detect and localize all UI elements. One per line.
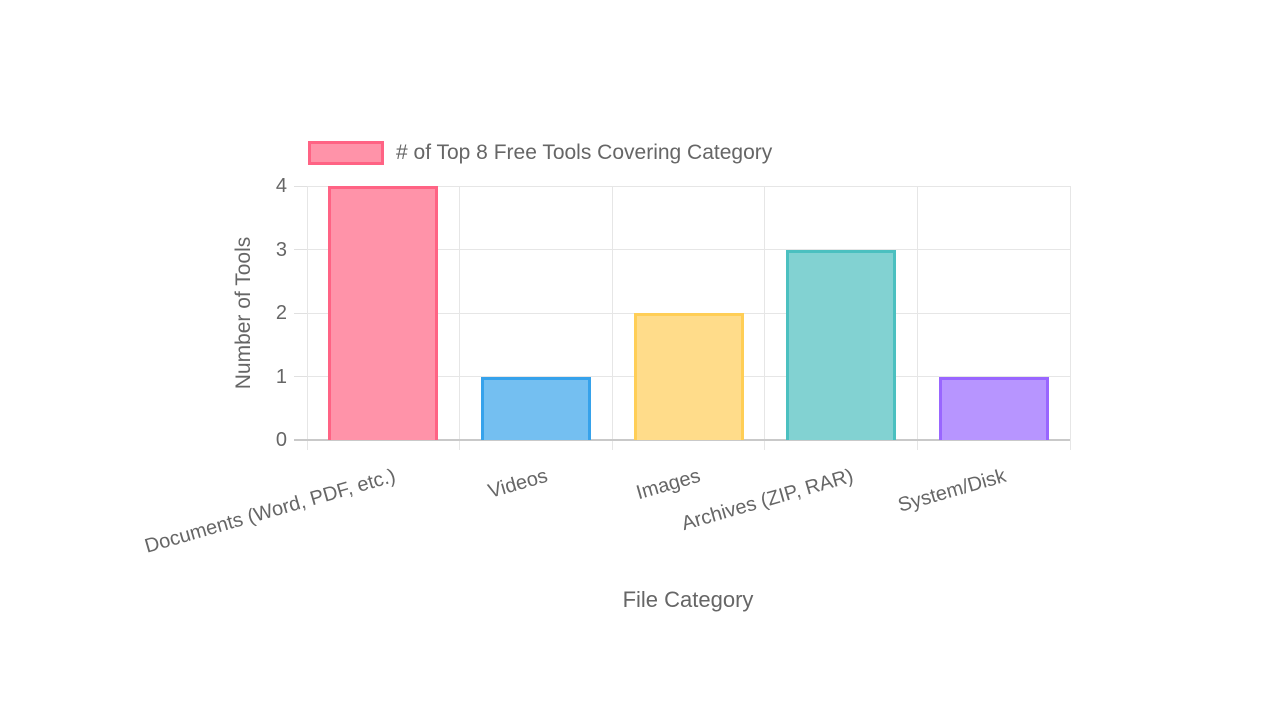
x-axis-title: File Category: [622, 587, 754, 612]
v-gridline: [611, 186, 613, 450]
bar-4[interactable]: [786, 249, 897, 440]
y-tick-label: 4: [275, 175, 287, 197]
bar-1[interactable]: [328, 186, 439, 440]
x-tick-label: Archives (ZIP, RAR): [678, 464, 856, 536]
v-gridline: [459, 186, 461, 450]
y-tick-label: 2: [275, 302, 287, 324]
chart-legend-item[interactable]: # of Top 8 Free Tools Covering Category: [308, 141, 772, 165]
v-gridline: [306, 186, 308, 450]
y-tick-label: 3: [275, 238, 287, 261]
y-tick-label: 0: [275, 429, 287, 451]
y-tick-mark: [294, 312, 307, 314]
h-gridline: [307, 249, 1070, 250]
x-tick-label: System/Disk: [895, 464, 1009, 517]
bar-3[interactable]: [633, 313, 744, 440]
x-tick-label: Images: [633, 464, 703, 505]
v-gridline: [916, 186, 918, 450]
v-gridline: [764, 186, 766, 450]
h-gridline: [307, 185, 1070, 187]
bar-5[interactable]: [938, 376, 1049, 440]
y-axis-title: Number of Tools: [232, 236, 255, 390]
legend-label: # of Top 8 Free Tools Covering Category: [396, 141, 773, 164]
x-tick-label: Documents (Word, PDF, etc.): [141, 464, 398, 558]
legend-swatch: [308, 141, 384, 165]
x-tick-label: Videos: [485, 464, 551, 503]
bar-2[interactable]: [480, 376, 591, 440]
y-tick-mark: [294, 376, 307, 377]
y-tick-label: 1: [275, 365, 287, 388]
v-gridline: [1069, 186, 1071, 450]
y-tick-mark: [294, 249, 307, 250]
y-tick-mark: [294, 185, 307, 187]
x-axis-line: [294, 439, 1070, 441]
